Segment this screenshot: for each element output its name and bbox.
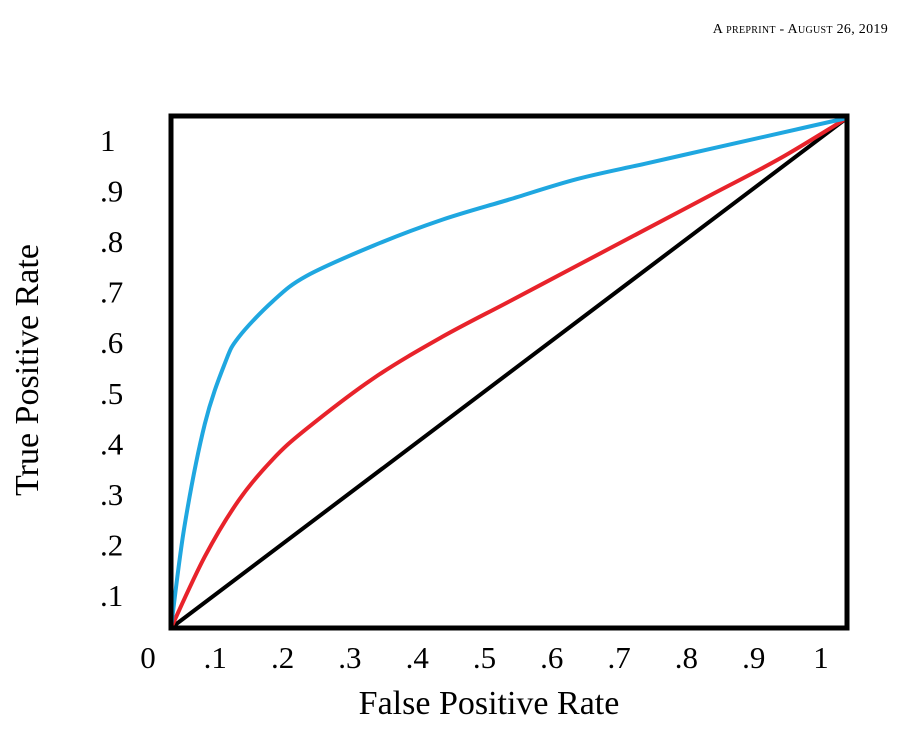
x-tick-label: .6 xyxy=(540,640,563,675)
y-tick-label: .2 xyxy=(100,527,123,562)
page-header: A preprint - August 26, 2019 xyxy=(712,22,888,37)
series-line-0 xyxy=(169,116,849,630)
x-tick-label: 0 xyxy=(140,640,156,675)
x-axis-label: False Positive Rate xyxy=(359,685,620,722)
x-tick-label: .7 xyxy=(607,640,630,675)
y-axis-label: True Positive Rate xyxy=(9,244,46,496)
y-tick-label: .1 xyxy=(100,578,123,613)
y-tick-label: 1 xyxy=(100,123,116,158)
y-tick-label: .7 xyxy=(100,275,123,310)
x-tick-label: .2 xyxy=(271,640,294,675)
x-tick-label: .4 xyxy=(406,640,430,675)
x-tick-label: .5 xyxy=(473,640,496,675)
y-tick-label: .4 xyxy=(100,426,124,461)
x-tick-label: .1 xyxy=(204,640,227,675)
plot-frame xyxy=(168,113,850,631)
series-line-2 xyxy=(169,116,849,630)
x-tick-label: .3 xyxy=(338,640,361,675)
y-tick-label: .6 xyxy=(100,325,123,360)
y-tick-label: .5 xyxy=(100,376,123,411)
y-tick-label: .8 xyxy=(100,224,123,259)
series-line-1 xyxy=(169,116,849,630)
x-tick-label: .8 xyxy=(675,640,698,675)
x-tick-label: .9 xyxy=(742,640,765,675)
y-tick-label: .3 xyxy=(100,477,123,512)
x-tick-label: 1 xyxy=(813,640,829,675)
y-tick-label: .9 xyxy=(100,174,123,209)
